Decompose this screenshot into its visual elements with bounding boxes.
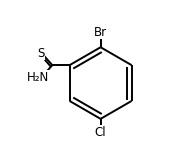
Text: Cl: Cl (95, 126, 106, 139)
Text: H₂N: H₂N (27, 71, 49, 84)
Text: Br: Br (94, 26, 107, 39)
Text: S: S (37, 47, 44, 60)
